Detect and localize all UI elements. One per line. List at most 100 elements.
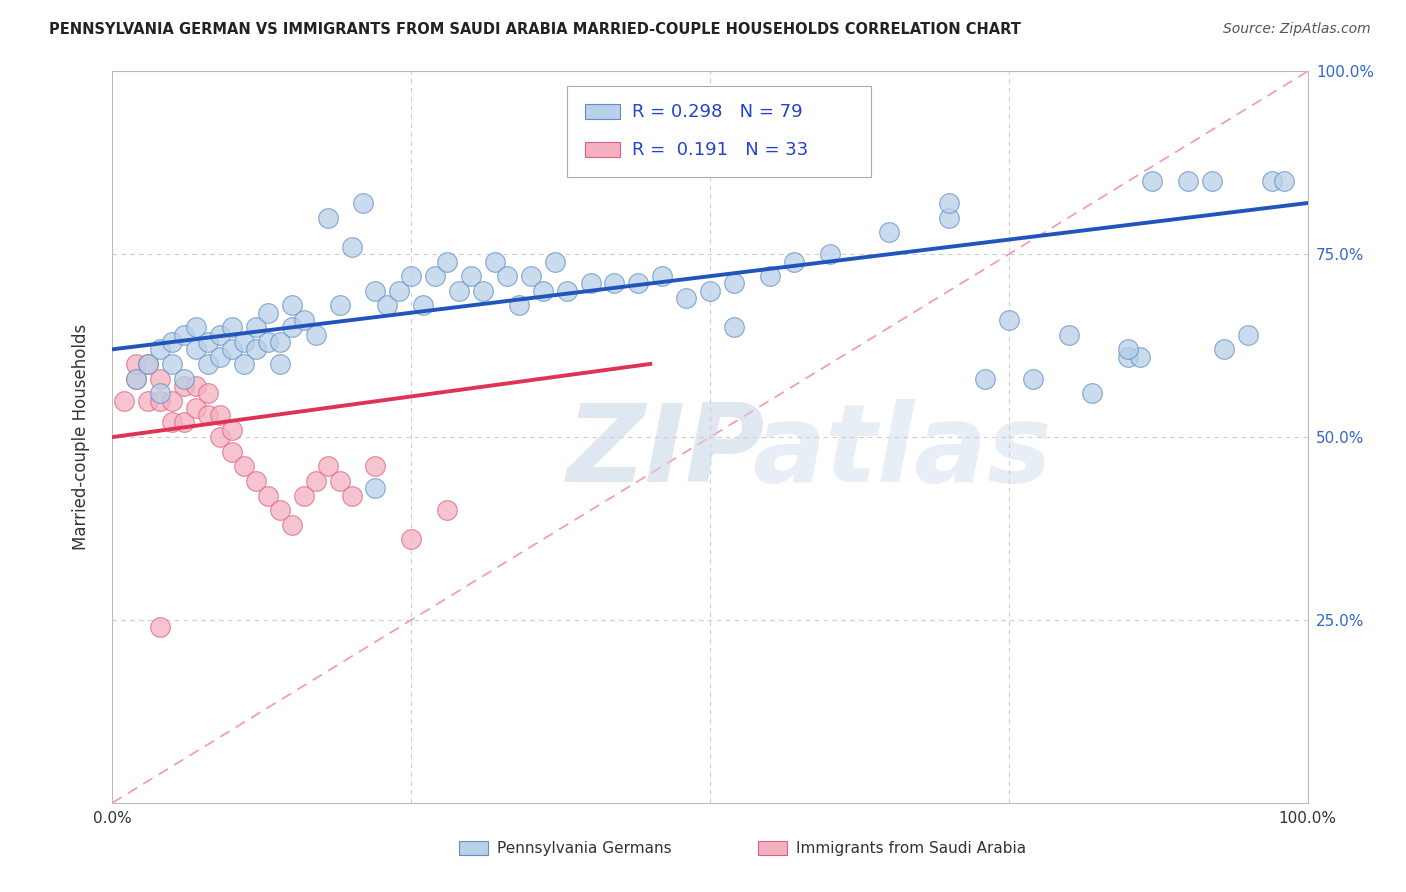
Point xyxy=(484,254,506,268)
Point xyxy=(879,225,901,239)
Point xyxy=(1057,327,1080,342)
Point xyxy=(209,430,232,444)
Point xyxy=(162,357,183,371)
Point xyxy=(531,284,554,298)
Point xyxy=(245,320,267,334)
Point xyxy=(759,269,782,284)
Point xyxy=(114,393,135,408)
Point xyxy=(221,320,243,334)
Point xyxy=(233,459,256,474)
Point xyxy=(938,211,960,225)
Point xyxy=(125,371,148,385)
Point xyxy=(233,334,256,349)
Text: Source: ZipAtlas.com: Source: ZipAtlas.com xyxy=(1223,22,1371,37)
Point xyxy=(1118,343,1140,357)
Point xyxy=(627,277,650,291)
Point xyxy=(197,408,219,422)
Point xyxy=(520,269,543,284)
Point xyxy=(699,284,721,298)
Point xyxy=(305,327,328,342)
Point xyxy=(998,313,1021,327)
FancyBboxPatch shape xyxy=(458,841,488,855)
Point xyxy=(173,327,195,342)
Point xyxy=(269,503,291,517)
Point xyxy=(173,379,195,393)
Point xyxy=(221,343,243,357)
Point xyxy=(197,386,219,401)
Point xyxy=(579,277,602,291)
Point xyxy=(1261,174,1284,188)
Point xyxy=(197,357,219,371)
Point xyxy=(555,284,578,298)
Point xyxy=(281,298,304,312)
Point xyxy=(173,371,195,385)
Point xyxy=(401,533,423,547)
Point xyxy=(281,517,304,532)
Point xyxy=(138,357,160,371)
Point xyxy=(508,298,530,312)
Point xyxy=(162,334,183,349)
Point xyxy=(221,423,243,437)
Point xyxy=(782,254,804,268)
Point xyxy=(329,298,352,312)
Point xyxy=(197,334,219,349)
Point xyxy=(651,269,673,284)
Text: Pennsylvania Germans: Pennsylvania Germans xyxy=(498,840,672,855)
Point xyxy=(340,489,363,503)
FancyBboxPatch shape xyxy=(585,143,620,157)
Point xyxy=(292,489,315,503)
Text: R = 0.298   N = 79: R = 0.298 N = 79 xyxy=(633,103,803,120)
Point xyxy=(1118,350,1140,364)
Text: R =  0.191   N = 33: R = 0.191 N = 33 xyxy=(633,141,808,159)
Point xyxy=(209,327,232,342)
Point xyxy=(1129,350,1152,364)
Point xyxy=(186,343,208,357)
Point xyxy=(472,284,495,298)
Point xyxy=(1213,343,1236,357)
Y-axis label: Married-couple Households: Married-couple Households xyxy=(72,324,90,550)
Point xyxy=(209,408,232,422)
Point xyxy=(388,284,411,298)
Point xyxy=(149,371,172,385)
Point xyxy=(543,254,565,268)
Point xyxy=(447,284,470,298)
Point xyxy=(1081,386,1104,401)
Point xyxy=(257,489,280,503)
Point xyxy=(245,474,267,488)
Point xyxy=(138,393,160,408)
Point xyxy=(1237,327,1260,342)
Point xyxy=(316,459,339,474)
Point xyxy=(209,350,232,364)
Point xyxy=(364,284,387,298)
Point xyxy=(603,277,626,291)
FancyBboxPatch shape xyxy=(567,86,872,178)
Point xyxy=(340,240,363,254)
Point xyxy=(436,503,458,517)
Point xyxy=(221,444,243,458)
Text: ZIP: ZIP xyxy=(567,399,765,505)
Point xyxy=(938,196,960,211)
Point xyxy=(245,343,267,357)
FancyBboxPatch shape xyxy=(758,841,786,855)
Point xyxy=(723,277,745,291)
Point xyxy=(1201,174,1223,188)
Point xyxy=(364,459,387,474)
Point xyxy=(149,620,172,634)
Point xyxy=(149,343,172,357)
Point xyxy=(257,306,280,320)
Point xyxy=(125,371,148,385)
Point xyxy=(257,334,280,349)
Point xyxy=(233,357,256,371)
Point xyxy=(149,386,172,401)
Point xyxy=(305,474,328,488)
Point xyxy=(364,481,387,495)
Point xyxy=(818,247,841,261)
Point xyxy=(723,320,745,334)
Point xyxy=(675,291,697,305)
Point xyxy=(173,416,195,430)
Text: Immigrants from Saudi Arabia: Immigrants from Saudi Arabia xyxy=(796,840,1026,855)
Point xyxy=(1142,174,1164,188)
Point xyxy=(269,334,291,349)
Text: PENNSYLVANIA GERMAN VS IMMIGRANTS FROM SAUDI ARABIA MARRIED-COUPLE HOUSEHOLDS CO: PENNSYLVANIA GERMAN VS IMMIGRANTS FROM S… xyxy=(49,22,1021,37)
Point xyxy=(377,298,399,312)
